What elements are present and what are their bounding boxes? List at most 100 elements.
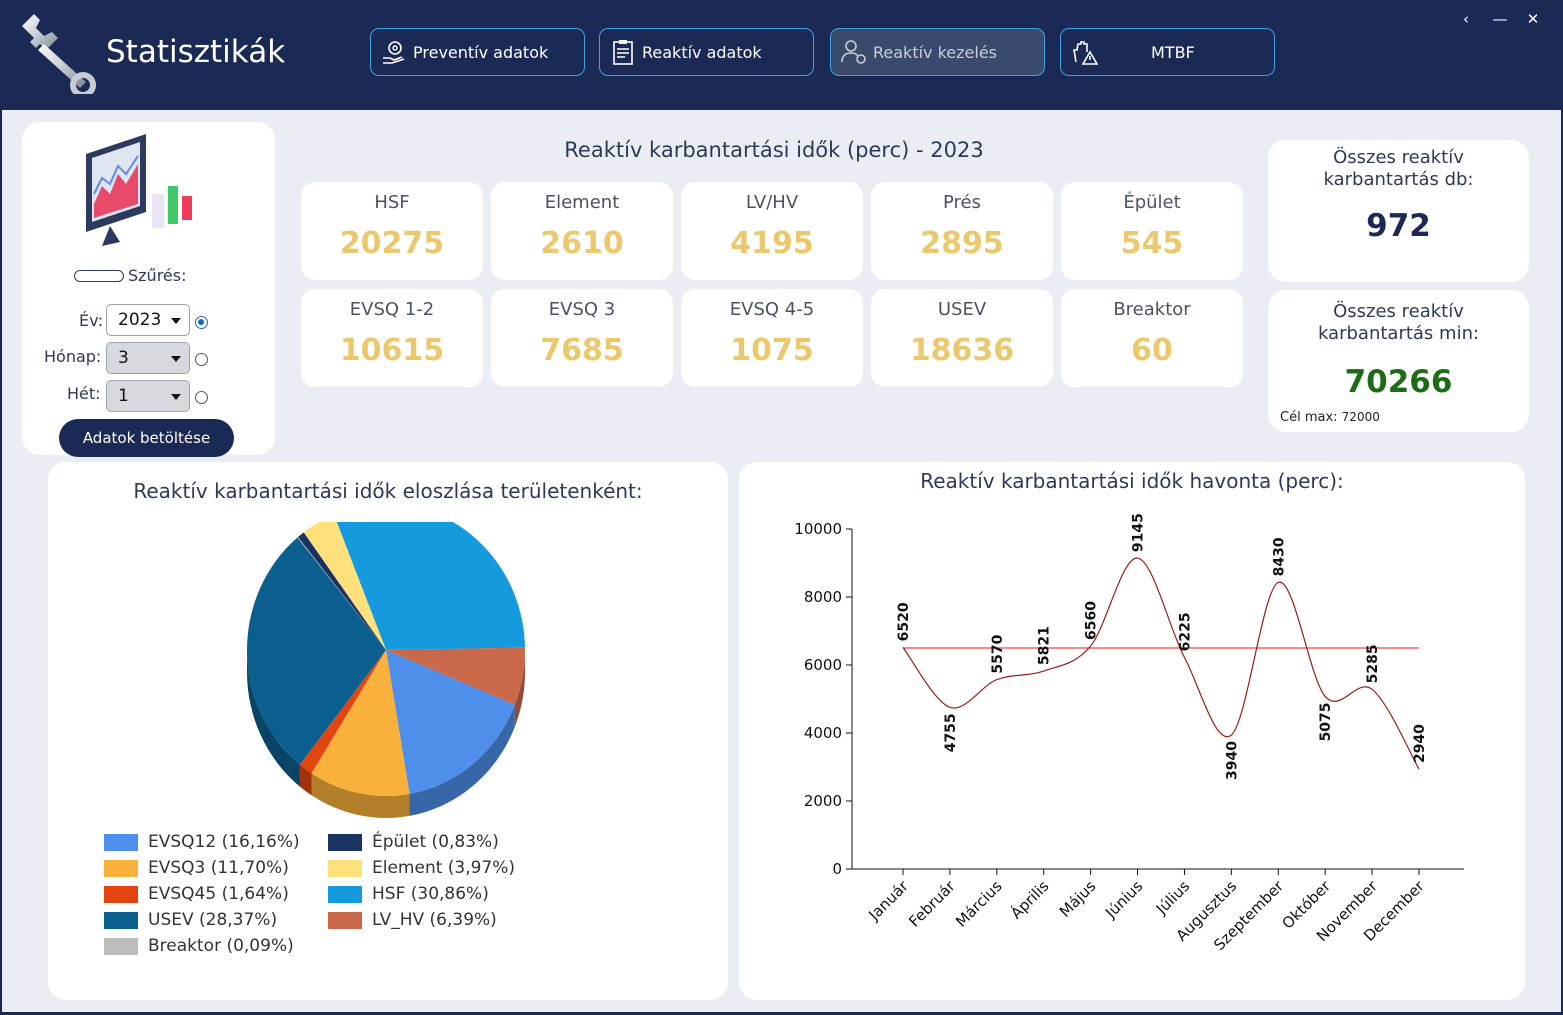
data-label: 5285 [1365, 644, 1381, 683]
pie-slice [386, 647, 525, 705]
nav-reactive-data-button[interactable]: Reaktív adatok [599, 28, 814, 76]
legend-label: USEV (28,37%) [148, 910, 278, 930]
week-label: Hét: [67, 384, 101, 403]
target-label: Cél max: [1280, 410, 1338, 425]
kpi-card: Prés 2895 [871, 182, 1053, 280]
total-count-card: Összes reaktív karbantartás db: 972 [1268, 140, 1529, 282]
year-value: 2023 [118, 310, 162, 330]
kpi-label: EVSQ 4-5 [729, 299, 815, 320]
kpi-label: EVSQ 3 [548, 299, 616, 320]
legend-swatch [104, 911, 138, 929]
data-label: 5570 [990, 634, 1006, 673]
kpi-value: 2610 [540, 226, 624, 261]
x-tick-label: Május [1056, 877, 1100, 921]
pie-chart-card: Reaktív karbantartási idők eloszlása ter… [48, 462, 728, 1000]
y-tick-label: 8000 [804, 588, 842, 606]
year-select[interactable]: 2023 [106, 304, 190, 336]
data-label: 2940 [1412, 724, 1428, 763]
legend-swatch [328, 885, 362, 903]
kpi-card: Épület 545 [1061, 182, 1243, 280]
legend-item: HSF (30,86%) [328, 884, 489, 904]
pie-slice-side [409, 704, 515, 816]
line-chart-title: Reaktív karbantartási idők havonta (perc… [920, 469, 1344, 493]
nav-reactive-handling-button[interactable]: Reaktív kezelés [830, 28, 1045, 76]
data-label: 5075 [1318, 702, 1334, 741]
legend-swatch [328, 859, 362, 877]
kpi-value: 60 [1131, 333, 1173, 368]
kpi-label: Prés [943, 192, 981, 213]
kpi-value: 2895 [920, 226, 1004, 261]
data-label: 5821 [1037, 626, 1053, 665]
legend-label: Épület (0,83%) [372, 832, 499, 852]
filter-title: Szűrés: [128, 266, 187, 285]
pie-slice [311, 650, 410, 796]
nav-preventive-button[interactable]: Preventív adatok [370, 28, 585, 76]
kpi-label: Element [544, 192, 620, 213]
total-count-label-1: Összes reaktív [1333, 147, 1464, 168]
legend-item: EVSQ45 (1,64%) [104, 884, 289, 904]
pie-slice [298, 532, 386, 650]
x-tick-label: Június [1101, 877, 1146, 922]
pie-chart-title: Reaktív karbantartási idők eloszlása ter… [133, 479, 643, 503]
kpi-card: Breaktor 60 [1061, 289, 1243, 387]
legend-item: EVSQ3 (11,70%) [104, 858, 289, 878]
kpi-label: EVSQ 1-2 [349, 299, 435, 320]
legend-label: LV_HV (6,39%) [372, 910, 497, 930]
total-count-value: 972 [1366, 208, 1431, 244]
data-label: 6560 [1084, 601, 1100, 640]
legend-label: Breaktor (0,09%) [148, 936, 294, 956]
back-button[interactable]: ‹ [1463, 10, 1469, 28]
year-radio[interactable] [195, 316, 208, 329]
line-chart: 0200040006000800010000JanuárFebruárMárci… [794, 513, 1464, 954]
pie-slice-side [299, 764, 312, 796]
nav-reactive-data-label: Reaktív adatok [642, 42, 762, 62]
kpi-label: HSF [374, 192, 410, 213]
kpi-card: EVSQ 3 7685 [491, 289, 673, 387]
kpi-card: EVSQ 1-2 10615 [301, 289, 483, 387]
filter-toggle-icon [74, 269, 124, 282]
y-tick-label: 0 [832, 860, 842, 878]
user-gear-icon [839, 37, 869, 67]
legend-item: EVSQ12 (16,16%) [104, 832, 300, 852]
week-select[interactable]: 1 [106, 380, 190, 412]
data-label: 8430 [1271, 537, 1287, 576]
minimize-button[interactable]: — [1492, 10, 1508, 28]
year-label: Év: [79, 311, 104, 330]
kpi-card: LV/HV 4195 [681, 182, 863, 280]
nav-preventive-label: Preventív adatok [413, 42, 549, 62]
kpi-label: USEV [937, 299, 987, 320]
kpi-value: 7685 [540, 333, 624, 368]
pie-chart [247, 522, 525, 818]
kpi-value: 10615 [339, 333, 445, 368]
chevron-down-icon [171, 356, 181, 362]
legend-label: Element (3,97%) [372, 858, 516, 878]
filter-panel: Szűrés: Év: 2023 Hónap: 3 Hét: 1 Adatok … [22, 122, 275, 457]
x-tick-label: Július [1152, 877, 1194, 919]
line-chart-card: Reaktív karbantartási idők havonta (perc… [739, 462, 1525, 1000]
month-radio[interactable] [195, 353, 208, 366]
kpi-value: 4195 [730, 226, 814, 261]
legend-label: HSF (30,86%) [372, 884, 489, 904]
data-label: 9145 [1131, 513, 1147, 552]
kpi-value: 1075 [730, 333, 814, 368]
kpi-card: HSF 20275 [301, 182, 483, 280]
close-button[interactable]: ✕ [1526, 10, 1540, 28]
total-minutes-label-2: karbantartás min: [1317, 323, 1480, 344]
legend-swatch [328, 833, 362, 851]
pie-slice-side [514, 650, 525, 727]
week-value: 1 [118, 386, 129, 406]
x-tick-label: Február [905, 877, 959, 931]
x-tick-label: Április [1006, 876, 1052, 922]
total-minutes-card: Összes reaktív karbantartás min: 70266 C… [1268, 290, 1529, 432]
kpi-card: EVSQ 4-5 1075 [681, 289, 863, 387]
month-label: Hónap: [44, 347, 102, 366]
load-data-button[interactable]: Adatok betöltése [59, 419, 234, 457]
total-count-label-2: karbantartás db: [1323, 169, 1474, 190]
month-select[interactable]: 3 [106, 342, 190, 374]
week-radio[interactable] [195, 391, 208, 404]
gear-hand-icon [379, 37, 409, 67]
app-header: Statisztikák Preventív adatok Reaktív ad… [2, 2, 1561, 110]
hand-warning-icon [1069, 37, 1099, 67]
nav-mtbf-button[interactable]: MTBF [1060, 28, 1275, 76]
legend-label: EVSQ45 (1,64%) [148, 884, 289, 904]
